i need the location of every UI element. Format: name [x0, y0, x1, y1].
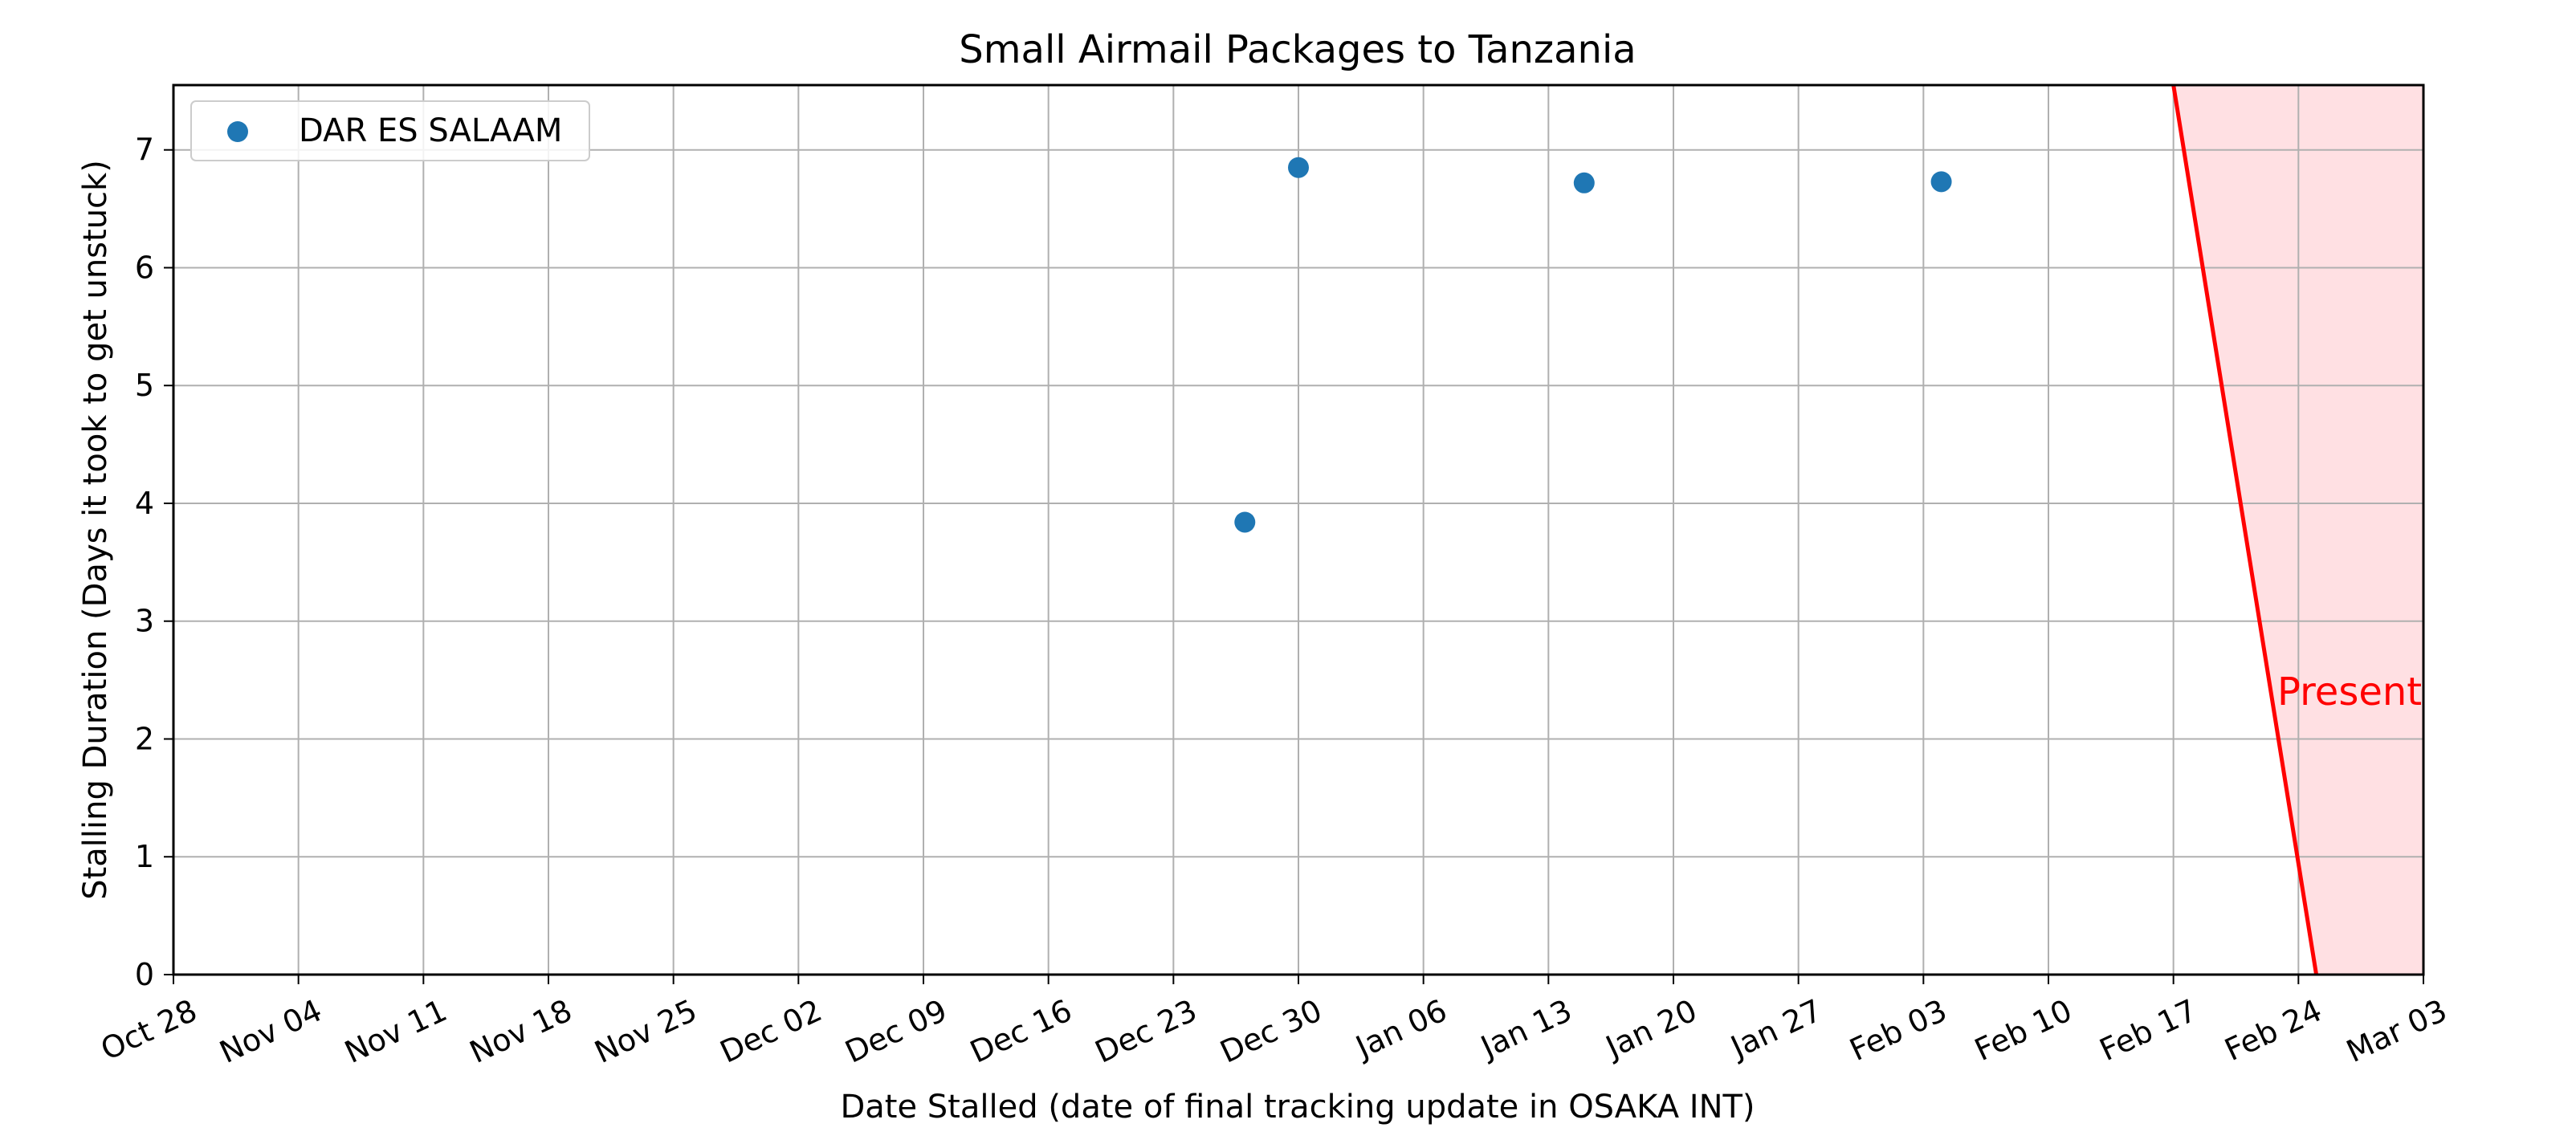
legend: DAR ES SALAAM	[190, 100, 590, 161]
legend-label-dar-es-salaam: DAR ES SALAAM	[299, 112, 562, 149]
y-tick-label: 4	[135, 486, 154, 521]
y-axis-ticks: 0 1 2 3 4 5 6 7	[135, 132, 173, 992]
y-tick-label: 2	[135, 721, 154, 756]
y-tick-label: 5	[135, 368, 154, 403]
y-tick-label: 7	[135, 132, 154, 168]
y-axis-label: Stalling Duration (Days it took to get u…	[77, 160, 114, 900]
present-label: Present	[2277, 670, 2422, 714]
x-axis-label: Date Stalled (date of final tracking upd…	[840, 1089, 1755, 1126]
present-line	[2171, 84, 2319, 975]
legend-box	[190, 100, 590, 161]
chart-title: Small Airmail Packages to Tanzania	[959, 27, 1636, 72]
data-point	[1234, 511, 1256, 533]
data-point	[1573, 172, 1595, 193]
data-points	[1234, 157, 1952, 533]
present-line-layer	[2171, 84, 2319, 975]
y-tick-label: 1	[135, 839, 154, 874]
data-point	[1288, 157, 1309, 178]
legend-marker-dar-es-salaam	[227, 121, 248, 142]
data-point	[1930, 171, 1952, 193]
y-tick-label: 0	[135, 957, 154, 992]
y-tick-label: 3	[135, 604, 154, 639]
y-tick-label: 6	[135, 250, 154, 285]
